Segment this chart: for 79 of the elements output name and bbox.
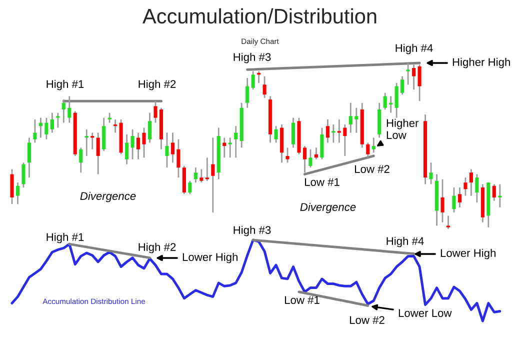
candlestick	[400, 76, 404, 96]
candlestick	[136, 132, 140, 160]
candlestick	[464, 176, 468, 196]
candlestick	[326, 118, 330, 144]
candlestick	[176, 138, 180, 178]
candlestick	[170, 132, 174, 164]
candlestick	[33, 118, 37, 144]
candlestick	[211, 137, 215, 214]
annotation: Higher Low	[386, 118, 419, 139]
candlestick	[302, 145, 307, 174]
annotation: Low #2	[355, 165, 390, 173]
annotation: Divergence	[80, 192, 136, 202]
candlestick	[44, 117, 48, 140]
candlestick	[50, 112, 54, 134]
annotation: High #1	[46, 80, 84, 90]
candlestick	[125, 134, 129, 165]
candlestick	[274, 125, 278, 144]
candlestick	[286, 146, 290, 164]
annotation: Low #1	[285, 296, 320, 304]
annotation: High #1	[46, 232, 84, 244]
annotation: Lower High	[440, 248, 496, 260]
candlestick	[222, 137, 226, 158]
annotation: Low #2	[350, 316, 384, 324]
annotation: Lower High	[182, 252, 238, 264]
annotation: High #2	[138, 80, 176, 90]
annotation: High #2	[138, 242, 176, 254]
candlestick	[68, 96, 72, 124]
candlestick	[262, 76, 266, 99]
candlestick	[354, 107, 358, 134]
annotation: High #4	[386, 236, 424, 248]
candlestick	[366, 142, 370, 158]
candlestick	[62, 98, 66, 124]
candlestick	[446, 215, 450, 230]
annotation: Higher High	[452, 58, 510, 68]
candlestick	[79, 146, 83, 174]
candlestick	[394, 82, 398, 118]
candlestick	[102, 117, 106, 152]
candlestick	[27, 137, 31, 178]
candlestick	[200, 168, 204, 184]
candlestick	[429, 162, 433, 185]
candlestick	[372, 137, 376, 154]
candlestick	[440, 178, 444, 224]
candlestick	[492, 183, 496, 202]
candlestick	[320, 127, 324, 160]
candlestick	[458, 186, 462, 208]
candlestick	[383, 92, 387, 110]
annotation: Lower Low	[398, 309, 452, 317]
candlestick	[154, 100, 158, 124]
candlestick	[234, 125, 238, 158]
candlestick	[148, 112, 152, 144]
candlestick	[56, 112, 60, 128]
annotation: High #3	[234, 52, 271, 64]
candlestick	[412, 64, 416, 90]
candlestick	[251, 70, 255, 90]
candlestick	[165, 132, 169, 168]
candlestick	[348, 102, 352, 134]
candlestick	[96, 132, 100, 175]
chart-title: Accumulation/Distribution	[142, 8, 376, 24]
candlestick	[246, 77, 250, 109]
candlestick	[16, 182, 20, 205]
candlestick	[10, 168, 14, 205]
candlestick	[475, 174, 479, 204]
candlestick	[452, 186, 456, 214]
candlestick	[228, 137, 232, 158]
candlestick	[418, 64, 422, 102]
annotation: High #3	[234, 226, 271, 236]
annotation: Low #1	[305, 178, 340, 186]
candlestick	[188, 180, 192, 195]
candlestick	[308, 148, 312, 168]
candlestick	[194, 166, 198, 184]
text: High #4	[396, 44, 433, 54]
candlestick	[22, 162, 26, 188]
candlestick	[142, 127, 146, 158]
annotation: Divergence	[300, 202, 356, 214]
candlestick	[130, 128, 134, 160]
candlestick	[291, 117, 296, 148]
candlestick	[406, 62, 410, 86]
candlestick	[469, 168, 473, 196]
candlestick	[343, 124, 347, 157]
